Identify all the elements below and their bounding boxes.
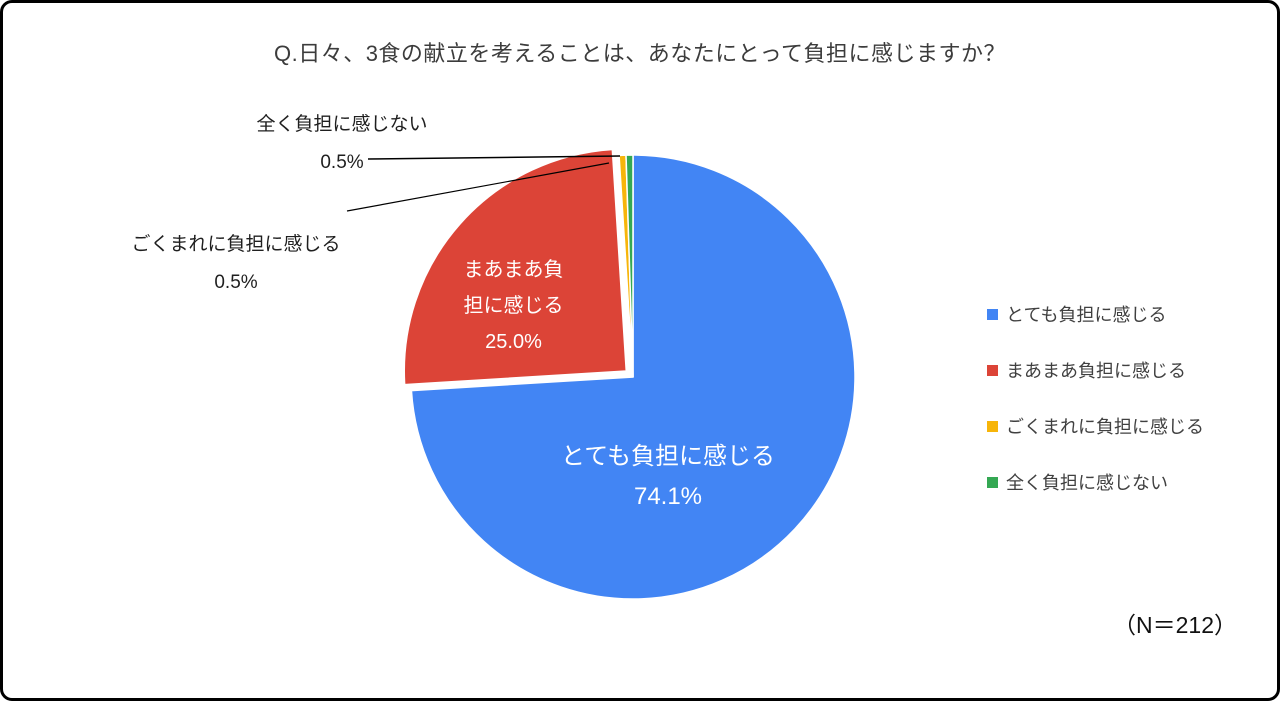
- legend-label: まあまあ負担に感じる: [1006, 361, 1186, 381]
- legend-item-1: まあまあ負担に感じる: [987, 358, 1204, 382]
- pie-label-blue-value: 74.1%: [633, 483, 703, 510]
- legend-swatch-icon: [987, 364, 998, 376]
- legend-item-2: ごくまれに負担に感じる: [987, 414, 1204, 438]
- legend-item-0: とても負担に感じる: [987, 302, 1204, 326]
- callout-rare-label: ごくまれに負担に感じる: [131, 234, 341, 255]
- pie-label-red-value: 25.0%: [485, 331, 542, 353]
- legend-swatch-icon: [987, 308, 998, 320]
- pie-label-blue: とても負担に感じる 74.1%: [508, 437, 828, 517]
- legend-item-3: 全く負担に感じない: [987, 470, 1204, 494]
- legend-label: とても負担に感じる: [1006, 305, 1167, 325]
- chart-title: Q.日々、3食の献立を考えることは、あなたにとって負担に感じますか？: [273, 41, 1007, 66]
- pie-slice-3: [625, 154, 634, 378]
- callout-none-label: 全く負担に感じない: [256, 114, 428, 135]
- callout-line-none: [367, 155, 621, 160]
- callout-none: 全く負担に感じない 0.5%: [242, 106, 442, 182]
- pie-label-red-line1: まあまあ負: [463, 259, 564, 281]
- legend-swatch-icon: [987, 420, 998, 432]
- legend-swatch-icon: [987, 476, 998, 488]
- pie-label-red: まあまあ負 担に感じる 25.0%: [411, 252, 616, 360]
- callout-rare-value: 0.5%: [214, 272, 258, 293]
- pie-label-blue-line1: とても負担に感じる: [560, 443, 776, 470]
- pie-slices: [403, 148, 856, 600]
- pie-label-red-line2: 担に感じる: [463, 295, 564, 317]
- legend-label: 全く負担に感じない: [1006, 473, 1168, 493]
- legend-label: ごくまれに負担に感じる: [1006, 417, 1204, 437]
- callout-rare: ごくまれに負担に感じる 0.5%: [126, 226, 346, 302]
- chart-legend: とても負担に感じる まあまあ負担に感じる ごくまれに負担に感じる 全く負担に感じない: [987, 302, 1204, 494]
- callout-none-value: 0.5%: [320, 152, 364, 173]
- sample-size-note: （N＝212）: [1113, 612, 1237, 638]
- pie-chart-canvas: [346, 148, 856, 600]
- callout-line-rare: [346, 162, 610, 212]
